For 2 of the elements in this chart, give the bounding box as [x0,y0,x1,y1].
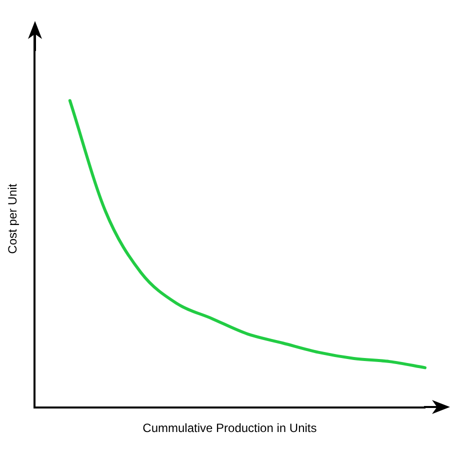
y-axis-title: Cost per Unit [6,183,20,254]
x-axis-title: Cummulative Production in Units [142,421,317,436]
